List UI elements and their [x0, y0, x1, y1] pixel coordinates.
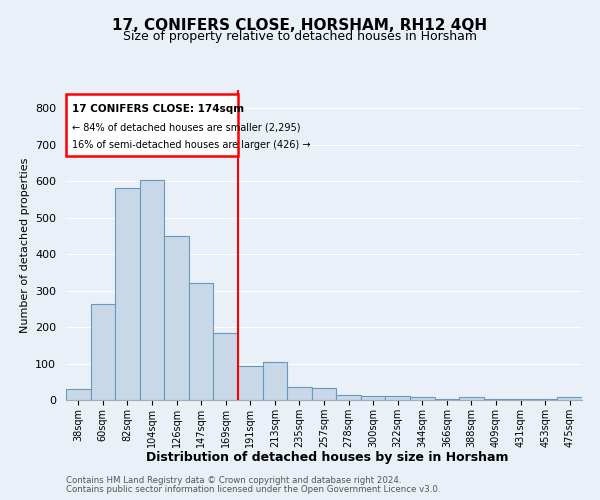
- Bar: [263, 362, 287, 400]
- Text: ← 84% of detached houses are smaller (2,295): ← 84% of detached houses are smaller (2,…: [72, 122, 301, 132]
- Text: Contains HM Land Registry data © Crown copyright and database right 2024.: Contains HM Land Registry data © Crown c…: [66, 476, 401, 485]
- Text: 17 CONIFERS CLOSE: 174sqm: 17 CONIFERS CLOSE: 174sqm: [72, 104, 244, 115]
- Bar: [459, 397, 484, 400]
- Bar: [91, 304, 115, 400]
- Bar: [312, 388, 336, 400]
- Bar: [189, 284, 214, 400]
- Bar: [164, 236, 189, 400]
- Text: Size of property relative to detached houses in Horsham: Size of property relative to detached ho…: [123, 30, 477, 43]
- Bar: [336, 395, 361, 400]
- Text: 17, CONIFERS CLOSE, HORSHAM, RH12 4QH: 17, CONIFERS CLOSE, HORSHAM, RH12 4QH: [112, 18, 488, 32]
- Bar: [385, 396, 410, 400]
- Bar: [238, 366, 263, 400]
- Bar: [361, 396, 385, 400]
- Bar: [66, 389, 91, 400]
- Text: Contains public sector information licensed under the Open Government Licence v3: Contains public sector information licen…: [66, 485, 440, 494]
- Y-axis label: Number of detached properties: Number of detached properties: [20, 158, 29, 332]
- Text: Distribution of detached houses by size in Horsham: Distribution of detached houses by size …: [146, 451, 508, 464]
- Text: 16% of semi-detached houses are larger (426) →: 16% of semi-detached houses are larger (…: [72, 140, 311, 150]
- FancyBboxPatch shape: [66, 94, 238, 156]
- Bar: [287, 387, 312, 400]
- Bar: [140, 180, 164, 400]
- Bar: [115, 188, 140, 400]
- Bar: [214, 332, 238, 400]
- Bar: [410, 397, 434, 400]
- Bar: [557, 398, 582, 400]
